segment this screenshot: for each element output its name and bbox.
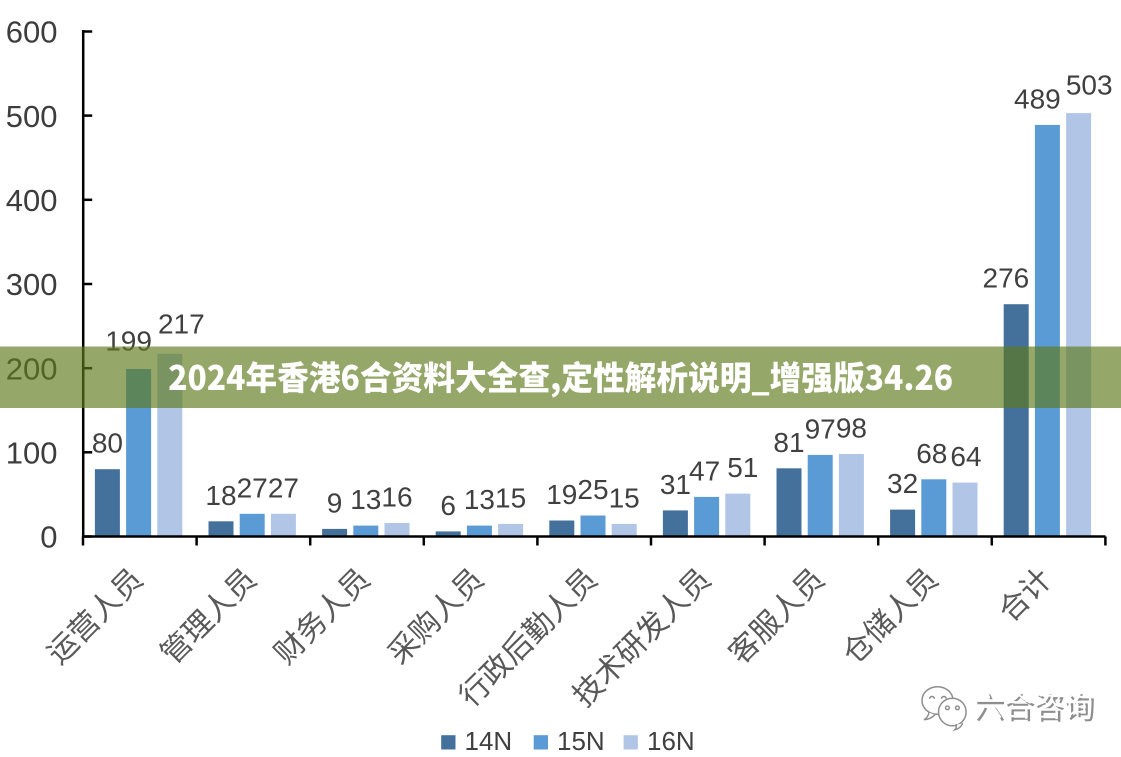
svg-text:15: 15: [609, 482, 640, 513]
svg-text:6: 6: [440, 490, 456, 521]
svg-text:47: 47: [689, 455, 720, 486]
svg-text:32: 32: [887, 468, 918, 499]
svg-text:217: 217: [158, 308, 205, 339]
svg-text:400: 400: [6, 183, 58, 218]
svg-text:68: 68: [916, 438, 947, 469]
svg-text:600: 600: [6, 15, 58, 50]
svg-text:14N: 14N: [465, 726, 513, 756]
svg-text:97: 97: [805, 413, 836, 444]
svg-text:27: 27: [268, 472, 299, 503]
svg-text:31: 31: [660, 469, 691, 500]
svg-text:18: 18: [205, 480, 236, 511]
svg-text:19: 19: [546, 479, 577, 510]
svg-text:27: 27: [237, 472, 268, 503]
svg-text:64: 64: [950, 441, 981, 472]
svg-text:276: 276: [983, 263, 1030, 294]
svg-text:81: 81: [773, 427, 804, 458]
svg-text:0: 0: [40, 520, 57, 555]
svg-text:9: 9: [327, 487, 343, 518]
svg-text:13: 13: [350, 484, 381, 515]
svg-text:98: 98: [836, 413, 867, 444]
svg-text:100: 100: [6, 436, 58, 471]
svg-text:15N: 15N: [557, 726, 605, 756]
svg-text:16N: 16N: [647, 726, 695, 756]
svg-text:25: 25: [577, 474, 608, 505]
svg-text:15: 15: [495, 482, 526, 513]
svg-text:503: 503: [1066, 70, 1113, 101]
svg-text:51: 51: [727, 452, 758, 483]
svg-text:16: 16: [381, 482, 412, 513]
svg-text:500: 500: [6, 99, 58, 134]
svg-text:300: 300: [6, 267, 58, 302]
svg-text:13: 13: [464, 484, 495, 515]
svg-text:489: 489: [1014, 83, 1061, 114]
svg-text:80: 80: [92, 428, 123, 459]
